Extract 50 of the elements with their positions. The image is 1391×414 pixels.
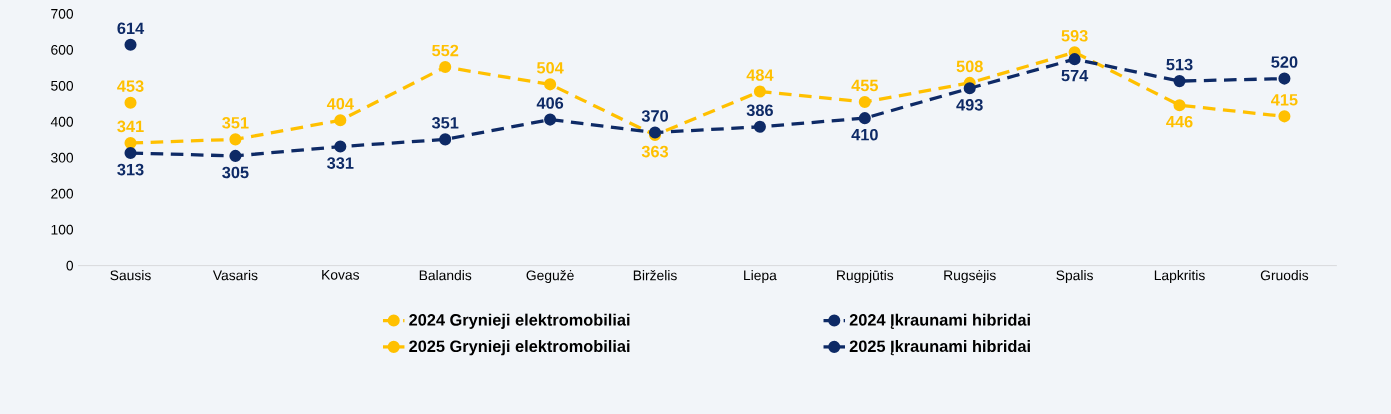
data-label: 305 xyxy=(222,166,249,179)
data-label: 520 xyxy=(1271,56,1298,68)
data-label: 404 xyxy=(326,97,354,110)
x-tick-label: Birželis xyxy=(633,270,677,281)
data-label: 415 xyxy=(1271,94,1298,106)
y-tick-label: 200 xyxy=(51,188,74,199)
data-label: 363 xyxy=(641,145,669,158)
y-tick-label: 500 xyxy=(51,80,74,91)
data-label: 351 xyxy=(431,116,459,129)
x-tick-label: Sausis xyxy=(110,269,151,281)
data-label: 331 xyxy=(327,157,354,169)
data-label: 386 xyxy=(746,104,773,116)
y-tick-label: 300 xyxy=(51,152,74,163)
data-label: 574 xyxy=(1061,69,1089,82)
x-tick-label: Gruodis xyxy=(1260,269,1309,281)
data-label: 446 xyxy=(1166,115,1193,128)
x-tick-label: Balandis xyxy=(419,269,472,281)
y-tick-label: 700 xyxy=(51,8,74,19)
data-label: 493 xyxy=(956,98,983,111)
data-label: 453 xyxy=(117,80,144,92)
x-tick-label: Kovas xyxy=(322,270,360,280)
y-tick-label: 400 xyxy=(50,116,74,127)
legend-label: 2025 Įkraunami hibridai xyxy=(849,339,1030,356)
data-label: 351 xyxy=(222,116,249,129)
x-tick-label: Gegužė xyxy=(526,270,574,283)
legend-label: 2024 Grynieji elektromobiliai xyxy=(409,313,630,329)
data-label: 406 xyxy=(536,97,564,109)
data-label: 508 xyxy=(956,60,983,73)
data-label: 410 xyxy=(851,128,878,141)
data-label: 593 xyxy=(1061,29,1088,42)
data-label: 552 xyxy=(432,44,459,57)
data-label: 504 xyxy=(536,61,564,74)
y-tick-label: 600 xyxy=(51,44,74,55)
x-tick-label: Rugsėjis xyxy=(944,269,996,283)
data-label: 614 xyxy=(117,22,145,34)
x-tick-label: Liepa xyxy=(744,269,777,283)
y-tick-label: 100 xyxy=(51,224,74,235)
legend-label: 2024 Įkraunami hibridai xyxy=(849,313,1030,329)
legend-label: 2025 Grynieji elektromobiliai xyxy=(409,339,630,356)
data-label: 341 xyxy=(117,120,144,133)
data-label: 513 xyxy=(1166,58,1193,71)
x-tick-label: Lapkritis xyxy=(1154,269,1205,283)
data-label: 313 xyxy=(117,163,144,176)
x-tick-label: Spalis xyxy=(1056,269,1093,283)
x-tick-label: Rugpjūtis xyxy=(837,269,894,283)
data-label: 484 xyxy=(746,69,774,81)
data-label: 455 xyxy=(851,79,879,92)
y-tick-label: 0 xyxy=(66,260,74,271)
data-label: 370 xyxy=(641,110,668,122)
x-tick-label: Vasaris xyxy=(212,269,258,281)
